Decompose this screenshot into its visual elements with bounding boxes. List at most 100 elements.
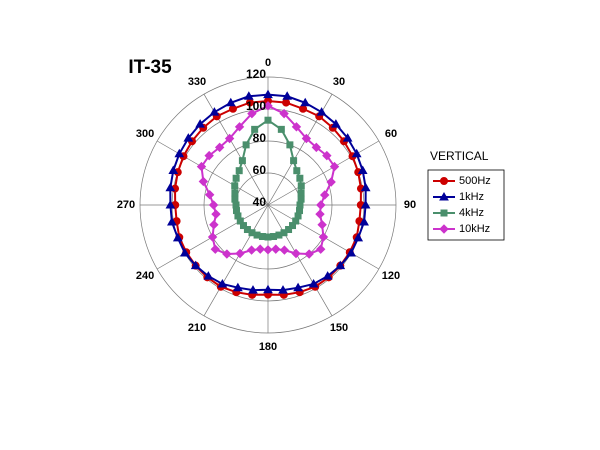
- marker: [196, 161, 207, 172]
- marker: [251, 125, 259, 133]
- marker: [231, 182, 239, 190]
- theta-tick-label: 330: [188, 76, 206, 88]
- r-tick-label: 40: [253, 195, 267, 209]
- marker: [172, 232, 183, 242]
- marker: [231, 195, 239, 203]
- marker: [203, 271, 214, 280]
- legend-title: VERTICAL: [430, 149, 489, 163]
- r-tick-label: 120: [246, 67, 266, 81]
- legend-label: 10kHz: [459, 223, 490, 235]
- marker: [233, 282, 243, 292]
- marker: [263, 89, 273, 99]
- theta-tick-label: 150: [330, 322, 348, 334]
- marker: [209, 107, 220, 116]
- marker: [293, 167, 301, 175]
- legend-label: 1kHz: [459, 191, 484, 203]
- marker: [204, 190, 215, 200]
- marker: [317, 219, 327, 230]
- r-tick-label: 100: [246, 99, 266, 113]
- marker: [263, 245, 273, 255]
- r-tick-label: 60: [253, 163, 267, 177]
- marker: [222, 249, 232, 259]
- marker: [228, 104, 237, 113]
- marker: [242, 141, 250, 149]
- marker: [211, 209, 221, 219]
- marker: [190, 260, 201, 270]
- marker: [238, 157, 246, 165]
- marker: [346, 247, 357, 257]
- marker: [311, 142, 322, 153]
- marker: [204, 150, 214, 161]
- marker: [224, 133, 235, 144]
- marker: [210, 244, 221, 254]
- marker: [243, 91, 254, 100]
- marker: [290, 157, 298, 165]
- marker: [315, 209, 325, 219]
- marker: [235, 248, 245, 259]
- marker: [214, 142, 225, 153]
- theta-tick-label: 60: [385, 128, 397, 140]
- marker: [304, 249, 314, 259]
- marker: [165, 199, 176, 209]
- theta-tick-label: 300: [136, 128, 154, 140]
- marker: [316, 107, 327, 116]
- marker: [167, 216, 177, 226]
- marker: [296, 174, 304, 182]
- marker: [360, 199, 371, 209]
- marker: [207, 232, 218, 242]
- theta-tick-label: 120: [382, 270, 400, 282]
- marker: [174, 148, 185, 158]
- legend-label: 500Hz: [459, 175, 491, 187]
- marker: [198, 176, 209, 187]
- marker: [263, 284, 273, 294]
- legend-label: 4kHz: [459, 207, 484, 219]
- marker: [439, 224, 449, 234]
- marker: [297, 182, 305, 190]
- marker: [279, 108, 289, 119]
- marker: [271, 244, 281, 254]
- marker: [318, 232, 329, 242]
- theta-tick-label: 30: [333, 76, 345, 88]
- marker: [234, 122, 245, 132]
- marker: [263, 101, 273, 111]
- theta-tick-label: 90: [404, 199, 416, 211]
- marker: [331, 119, 341, 128]
- marker: [440, 177, 448, 185]
- marker: [248, 285, 258, 294]
- marker: [297, 189, 305, 197]
- marker: [264, 116, 272, 124]
- theta-tick-label: 210: [188, 322, 206, 334]
- marker: [165, 182, 176, 192]
- marker: [322, 271, 333, 280]
- marker: [225, 97, 236, 107]
- marker: [277, 125, 285, 133]
- marker: [282, 98, 291, 107]
- marker: [329, 161, 340, 172]
- marker: [299, 104, 308, 113]
- theta-tick-label: 240: [136, 270, 154, 282]
- marker: [209, 219, 219, 230]
- marker: [282, 91, 293, 100]
- marker: [439, 191, 449, 201]
- theta-tick-label: 270: [117, 199, 135, 211]
- marker: [208, 200, 219, 210]
- marker: [293, 282, 303, 292]
- marker: [315, 244, 326, 254]
- marker: [308, 278, 319, 288]
- marker: [278, 285, 288, 294]
- marker: [320, 190, 330, 200]
- marker: [301, 133, 312, 144]
- marker: [255, 244, 265, 254]
- marker: [232, 174, 240, 182]
- grid-spoke: [267, 140, 380, 206]
- marker: [300, 97, 311, 107]
- marker: [353, 232, 364, 242]
- marker: [360, 182, 371, 192]
- chart-title: IT-35: [128, 57, 172, 78]
- theta-tick-label: 180: [259, 341, 277, 353]
- marker: [195, 119, 205, 128]
- grid-spoke: [156, 140, 269, 206]
- marker: [217, 278, 228, 288]
- marker: [297, 195, 305, 203]
